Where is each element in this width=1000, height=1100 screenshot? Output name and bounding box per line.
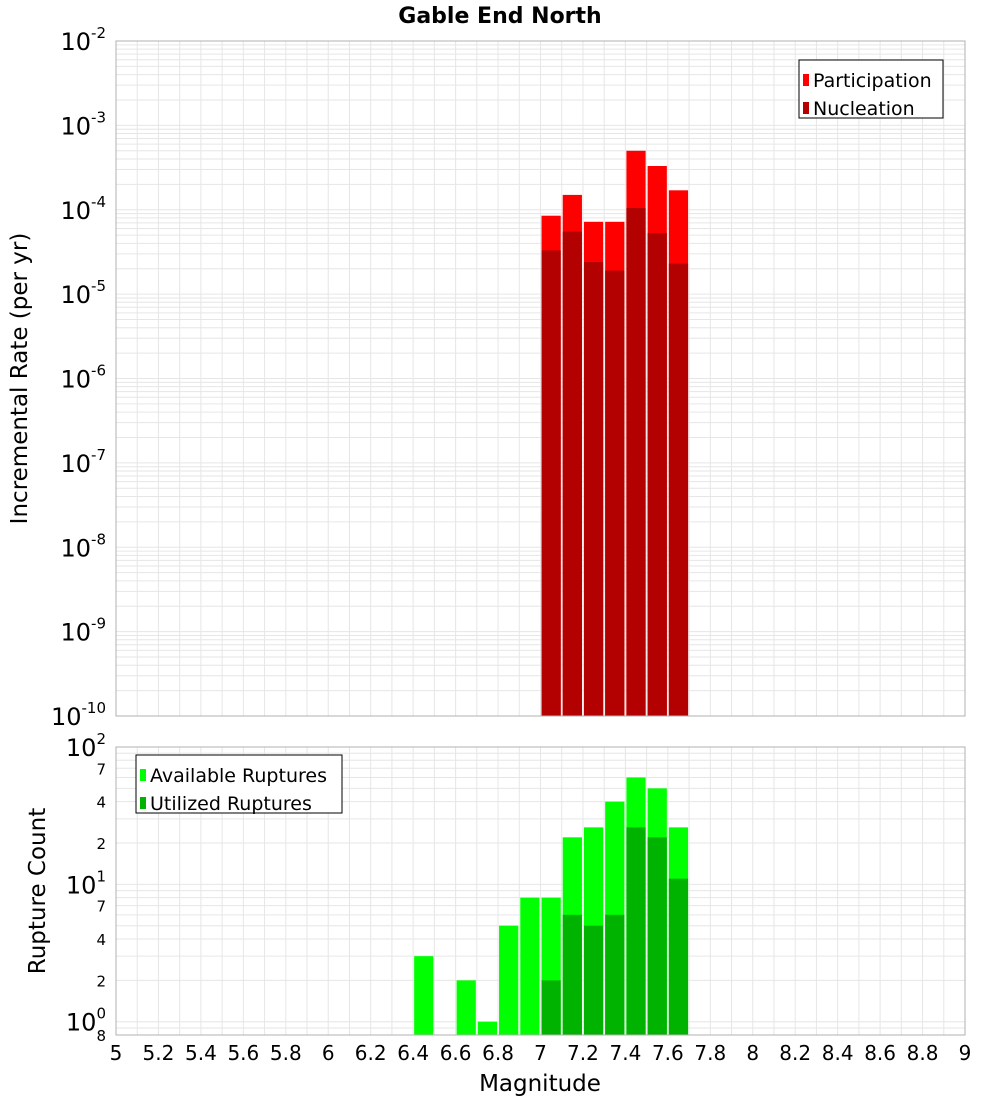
rate-y-tick-label: 10-2 <box>60 24 106 56</box>
rate-bar-nucleation <box>583 262 604 716</box>
rate-bar-nucleation <box>562 231 582 716</box>
x-tick-label: 9 <box>959 1041 972 1065</box>
count-y-minor-label: 2 <box>96 835 106 853</box>
legend-swatch <box>140 797 146 809</box>
rate-y-tick-label: 10-6 <box>60 362 106 394</box>
count-bar-available-ruptures <box>477 1021 498 1035</box>
count-bar-available-ruptures <box>456 980 476 1035</box>
x-tick-label: 7 <box>534 1041 547 1065</box>
legend-box <box>798 59 944 119</box>
x-tick-label: 7.8 <box>694 1041 726 1065</box>
rate-y-tick-label: 10-4 <box>60 193 106 225</box>
rate-y-tick-label: 10-3 <box>60 108 106 140</box>
x-tick-label: 7.6 <box>652 1041 684 1065</box>
rate-y-tick-label: 10-5 <box>60 277 106 309</box>
x-tick-label: 5.8 <box>270 1041 302 1065</box>
count-bar-utilized-ruptures <box>605 914 625 1035</box>
count-y-minor-label: 4 <box>96 931 106 949</box>
count-y-minor-label: 8 <box>96 1027 106 1045</box>
x-tick-label: 5 <box>110 1041 123 1065</box>
count-y-minor-label: 2 <box>96 972 106 990</box>
x-tick-label: 6.8 <box>482 1041 514 1065</box>
rate-bar-nucleation <box>541 250 561 717</box>
x-axis-label: Magnitude <box>479 1071 601 1097</box>
legend-label: Utilized Ruptures <box>150 793 312 815</box>
chart-title: Gable End North <box>398 4 601 29</box>
count-bar-utilized-ruptures <box>562 914 582 1035</box>
x-tick-label: 8.4 <box>822 1041 854 1065</box>
rate-y-tick-label: 10-9 <box>60 615 106 647</box>
count-y-minor-label: 4 <box>96 794 106 812</box>
legend-swatch <box>803 102 809 114</box>
x-tick-label: 8.6 <box>864 1041 896 1065</box>
rate-y-tick-label: 10-7 <box>60 446 106 478</box>
count-bar-available-ruptures <box>414 956 434 1035</box>
x-tick-label: 6 <box>322 1041 335 1065</box>
rate-legend: Participation Nucleation <box>798 59 944 120</box>
x-tick-label: 5.6 <box>227 1041 259 1065</box>
rate-bar-nucleation <box>605 270 625 716</box>
x-tick-label: 7.2 <box>567 1041 599 1065</box>
x-tick-label: 8.2 <box>779 1041 811 1065</box>
count-y-tick-label: 102 <box>66 730 106 762</box>
count-y-axis-label: Rupture Count <box>25 808 51 974</box>
x-tick-label: 7.4 <box>609 1041 641 1065</box>
count-bar-utilized-ruptures <box>668 878 689 1035</box>
count-legend: Available Ruptures Utilized Ruptures <box>135 754 343 815</box>
rate-bar-nucleation <box>626 207 646 716</box>
x-axis: 5 5.2 5.4 5.6 5.8 6 6.2 6.4 6.6 6.8 7 7.2 7.4 7.6 7.8 8… <box>110 1041 972 1065</box>
legend-label: Nucleation <box>813 98 915 120</box>
count-y-minor-label: 7 <box>96 898 106 916</box>
legend-box <box>135 754 343 814</box>
x-tick-label: 6.4 <box>397 1041 429 1065</box>
rate-y-tick-label: 10-10 <box>51 699 106 731</box>
rate-bar-nucleation <box>647 233 667 716</box>
rate-bar-nucleation <box>668 263 689 716</box>
x-tick-label: 6.2 <box>355 1041 387 1065</box>
count-bar-utilized-ruptures <box>647 837 667 1035</box>
x-tick-label: 5.4 <box>185 1041 217 1065</box>
count-bar-utilized-ruptures <box>583 925 604 1035</box>
x-tick-label: 8 <box>746 1041 759 1065</box>
count-panel: 102 101 100 7 4 2 7 4 2 8 Rupture Count Available R… <box>25 730 966 1045</box>
rate-y-tick-label: 10-8 <box>60 530 106 562</box>
count-y-tick-label: 100 <box>66 1005 106 1037</box>
count-bar-available-ruptures <box>520 897 540 1035</box>
x-tick-label: 5.2 <box>143 1041 175 1065</box>
count-bar-available-ruptures <box>499 925 519 1035</box>
legend-label: Participation <box>813 70 932 92</box>
legend-swatch <box>803 74 809 86</box>
rate-y-axis-label: Incremental Rate (per yr) <box>7 233 33 525</box>
x-tick-label: 8.8 <box>907 1041 939 1065</box>
count-y-minor-label: 7 <box>96 760 106 778</box>
count-bar-utilized-ruptures <box>626 827 646 1035</box>
rate-panel: 10-2 10-3 10-4 10-5 10-6 10-7 10-8 10-9 10-10 Inc… <box>7 24 966 731</box>
legend-label: Available Ruptures <box>150 765 327 787</box>
count-plot-frame <box>115 746 966 1036</box>
x-tick-label: 6.6 <box>440 1041 472 1065</box>
legend-swatch <box>140 769 146 781</box>
rate-plot-frame <box>115 40 966 717</box>
count-bar-utilized-ruptures <box>541 980 561 1035</box>
count-y-tick-label: 101 <box>66 867 106 899</box>
